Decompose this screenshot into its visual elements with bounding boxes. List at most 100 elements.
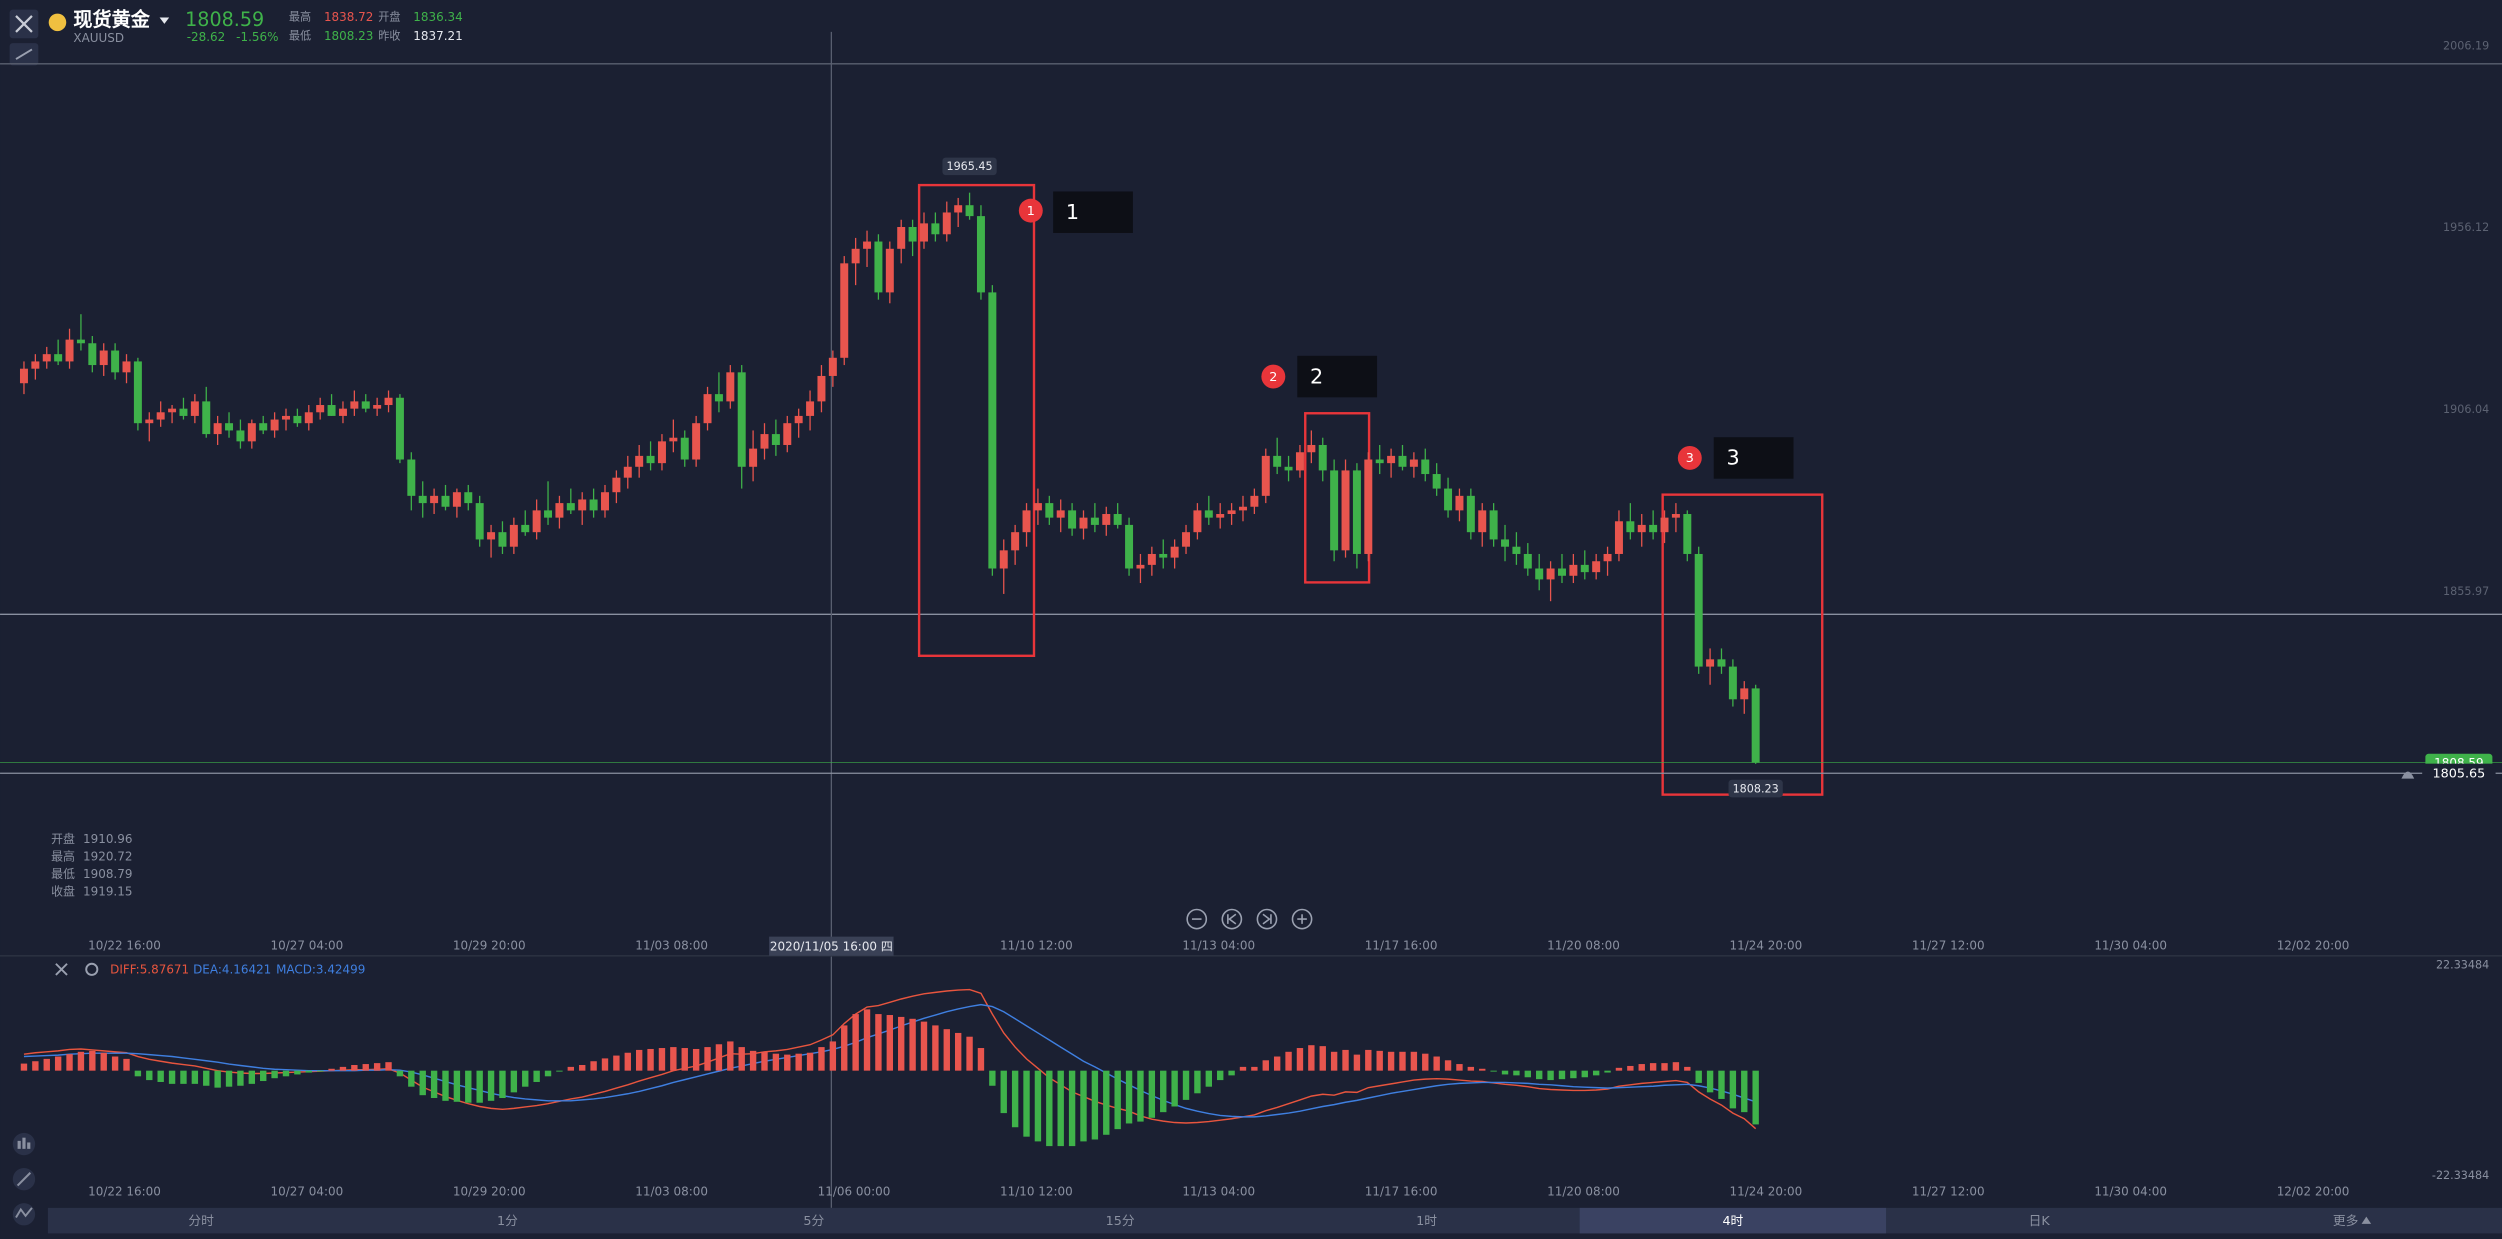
candle-body xyxy=(885,248,894,293)
x-tick-label: 11/20 08:00 xyxy=(1547,939,1620,953)
gold-icon xyxy=(48,13,67,32)
annotation-badge-text: 1 xyxy=(1027,204,1035,219)
macd-bar xyxy=(1319,1046,1326,1071)
macd-bar xyxy=(1353,1054,1361,1071)
macd-bar xyxy=(1627,1065,1634,1071)
macd-bar xyxy=(203,1070,210,1086)
macd-x-tick-label: 10/22 16:00 xyxy=(88,1184,161,1198)
candle-body xyxy=(544,510,553,518)
macd-bar xyxy=(1217,1070,1224,1081)
x-tick-label: 10/29 20:00 xyxy=(453,939,526,953)
candle-body xyxy=(692,423,701,460)
macd-x-tick-label: 11/03 08:00 xyxy=(635,1184,708,1198)
macd-bar xyxy=(316,1070,324,1072)
candle-body xyxy=(726,372,735,402)
macd-x-tick-label: 12/02 20:00 xyxy=(2277,1184,2350,1198)
candle-body xyxy=(1193,510,1202,533)
y-tick-label: 2006.19 xyxy=(2443,39,2489,52)
tab-active xyxy=(1579,1207,1887,1234)
macd-x-tick-label: 11/06 00:00 xyxy=(818,1184,891,1198)
candle-body xyxy=(1352,470,1361,554)
macd-bar xyxy=(32,1061,39,1071)
candle-body xyxy=(806,401,815,416)
macd-readout: DEA:4.16421 xyxy=(193,963,271,977)
macd-bar xyxy=(1182,1070,1190,1100)
candle-body xyxy=(521,524,530,533)
macd-bar xyxy=(294,1070,301,1075)
close-button[interactable] xyxy=(9,9,39,39)
last-price: 1808.59 xyxy=(185,8,264,31)
macd-bar xyxy=(1547,1070,1554,1081)
macd-controls[interactable] xyxy=(55,962,99,976)
macd-bar xyxy=(499,1070,506,1099)
price-change-pct: -1.56% xyxy=(236,30,278,44)
macd-bar xyxy=(1718,1070,1725,1099)
macd-x-tick-label: 10/29 20:00 xyxy=(453,1184,526,1198)
candle-body xyxy=(601,492,609,511)
candle-body xyxy=(1045,503,1054,518)
ohlc-label: 开盘 xyxy=(51,831,75,846)
annotation-badge xyxy=(1261,364,1286,389)
candle-body xyxy=(1216,514,1225,518)
macd-bar xyxy=(738,1047,745,1071)
candle-body xyxy=(464,492,473,504)
candle-body xyxy=(1569,564,1578,576)
tab[interactable]: 5分 xyxy=(803,1214,824,1229)
annotation-badge xyxy=(1677,445,1702,470)
macd-bar xyxy=(305,1070,312,1073)
side-tools[interactable] xyxy=(12,1132,36,1226)
candle-body xyxy=(931,223,940,235)
tab[interactable]: 1时 xyxy=(1416,1214,1437,1229)
macd-bar xyxy=(1205,1070,1213,1087)
candle-body xyxy=(168,408,177,413)
candle-body xyxy=(555,503,564,518)
tab[interactable]: 分时 xyxy=(188,1214,214,1229)
candle-body xyxy=(874,241,883,293)
macd-bar xyxy=(54,1056,62,1071)
macd-bar xyxy=(533,1070,540,1082)
macd-bar xyxy=(1068,1070,1076,1147)
macd-bar xyxy=(510,1070,518,1093)
draw-tool-button[interactable] xyxy=(9,43,39,66)
candle-body xyxy=(635,455,644,467)
macd-bar xyxy=(225,1070,233,1087)
macd-readout: MACD:3.42499 xyxy=(276,963,365,977)
candle-body xyxy=(1751,688,1760,763)
macd-bar xyxy=(727,1041,734,1071)
macd-bar xyxy=(1752,1070,1759,1125)
macd-bar xyxy=(1194,1070,1201,1094)
candle-body xyxy=(1330,470,1339,551)
macd-bar xyxy=(1615,1067,1623,1071)
candle-body xyxy=(1056,510,1065,518)
macd-bar xyxy=(1091,1070,1099,1140)
macd-bar xyxy=(1308,1045,1315,1071)
macd-bar xyxy=(1376,1050,1383,1071)
tab[interactable]: 更多 xyxy=(2333,1214,2359,1229)
zoom-controls[interactable] xyxy=(1186,908,1313,930)
candle-body xyxy=(589,499,598,511)
tab[interactable]: 1分 xyxy=(497,1214,518,1229)
candle-body xyxy=(441,495,450,507)
candle-body xyxy=(1387,455,1396,464)
macd-bar xyxy=(1057,1070,1064,1147)
macd-bar xyxy=(465,1070,472,1103)
candle-body xyxy=(65,339,74,362)
tab[interactable]: 4时 xyxy=(1722,1214,1743,1229)
macd-bar xyxy=(1422,1053,1429,1071)
macd-bar xyxy=(1513,1070,1520,1076)
candle-body xyxy=(908,227,917,242)
ohlc-label: 最高 xyxy=(51,848,75,863)
tab[interactable]: 日K xyxy=(2029,1214,2051,1229)
candle-body xyxy=(954,205,963,213)
macd-bar xyxy=(863,1009,871,1071)
candle-body xyxy=(259,423,268,431)
tab[interactable]: 15分 xyxy=(1106,1214,1135,1229)
macd-x-tick-label: 11/20 08:00 xyxy=(1547,1184,1620,1198)
macd-bar xyxy=(966,1036,973,1071)
annotation-label: 3 xyxy=(1726,446,1739,470)
candle-body xyxy=(395,397,404,460)
candle-body xyxy=(988,292,997,569)
candle-body xyxy=(213,423,222,435)
dropdown-icon[interactable] xyxy=(159,17,170,24)
tab-bar xyxy=(47,1207,2502,1234)
